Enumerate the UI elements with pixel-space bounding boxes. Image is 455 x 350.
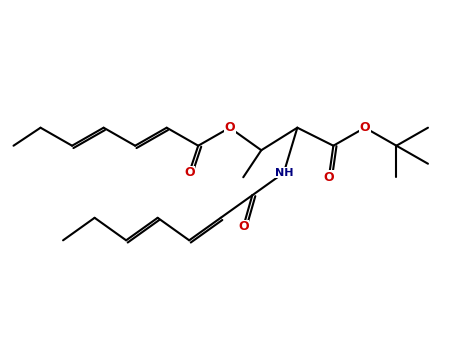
Text: O: O: [224, 121, 235, 134]
Text: O: O: [359, 121, 370, 134]
Text: NH: NH: [274, 168, 293, 178]
Text: O: O: [324, 171, 334, 184]
Text: O: O: [238, 220, 248, 233]
Text: O: O: [184, 166, 195, 179]
